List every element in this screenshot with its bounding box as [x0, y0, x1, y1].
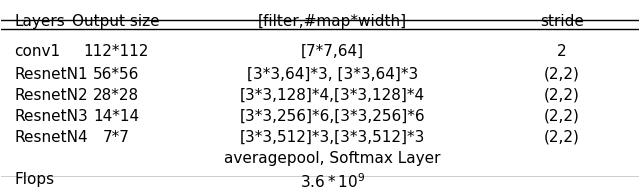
Text: ResnetN4: ResnetN4: [14, 130, 88, 145]
Text: conv1: conv1: [14, 44, 60, 59]
Text: (2,2): (2,2): [544, 130, 580, 145]
Text: [3*3,256]*6,[3*3,256]*6: [3*3,256]*6,[3*3,256]*6: [240, 109, 426, 124]
Text: stride: stride: [540, 14, 584, 29]
Text: (2,2): (2,2): [544, 88, 580, 103]
Text: [3*3,512]*3,[3*3,512]*3: [3*3,512]*3,[3*3,512]*3: [240, 130, 426, 145]
Text: averagepool, Softmax Layer: averagepool, Softmax Layer: [225, 151, 441, 166]
Text: 28*28: 28*28: [93, 88, 139, 103]
Text: Output size: Output size: [72, 14, 160, 29]
Text: ResnetN2: ResnetN2: [14, 88, 88, 103]
Text: (2,2): (2,2): [544, 109, 580, 124]
Text: 7*7: 7*7: [102, 130, 129, 145]
Text: [filter,#map*width]: [filter,#map*width]: [258, 14, 407, 29]
Text: [7*7,64]: [7*7,64]: [301, 44, 364, 59]
Text: [3*3,128]*4,[3*3,128]*4: [3*3,128]*4,[3*3,128]*4: [240, 88, 426, 103]
Text: 2: 2: [557, 44, 567, 59]
Text: 56*56: 56*56: [93, 67, 140, 81]
Text: (2,2): (2,2): [544, 67, 580, 81]
Text: ResnetN3: ResnetN3: [14, 109, 88, 124]
Text: [3*3,64]*3, [3*3,64]*3: [3*3,64]*3, [3*3,64]*3: [247, 67, 419, 81]
Text: $3.6 * 10^{9}$: $3.6 * 10^{9}$: [300, 172, 365, 191]
Text: Layers: Layers: [14, 14, 65, 29]
Text: ResnetN1: ResnetN1: [14, 67, 88, 81]
Text: Flops: Flops: [14, 172, 54, 187]
Text: 14*14: 14*14: [93, 109, 139, 124]
Text: 112*112: 112*112: [83, 44, 148, 59]
